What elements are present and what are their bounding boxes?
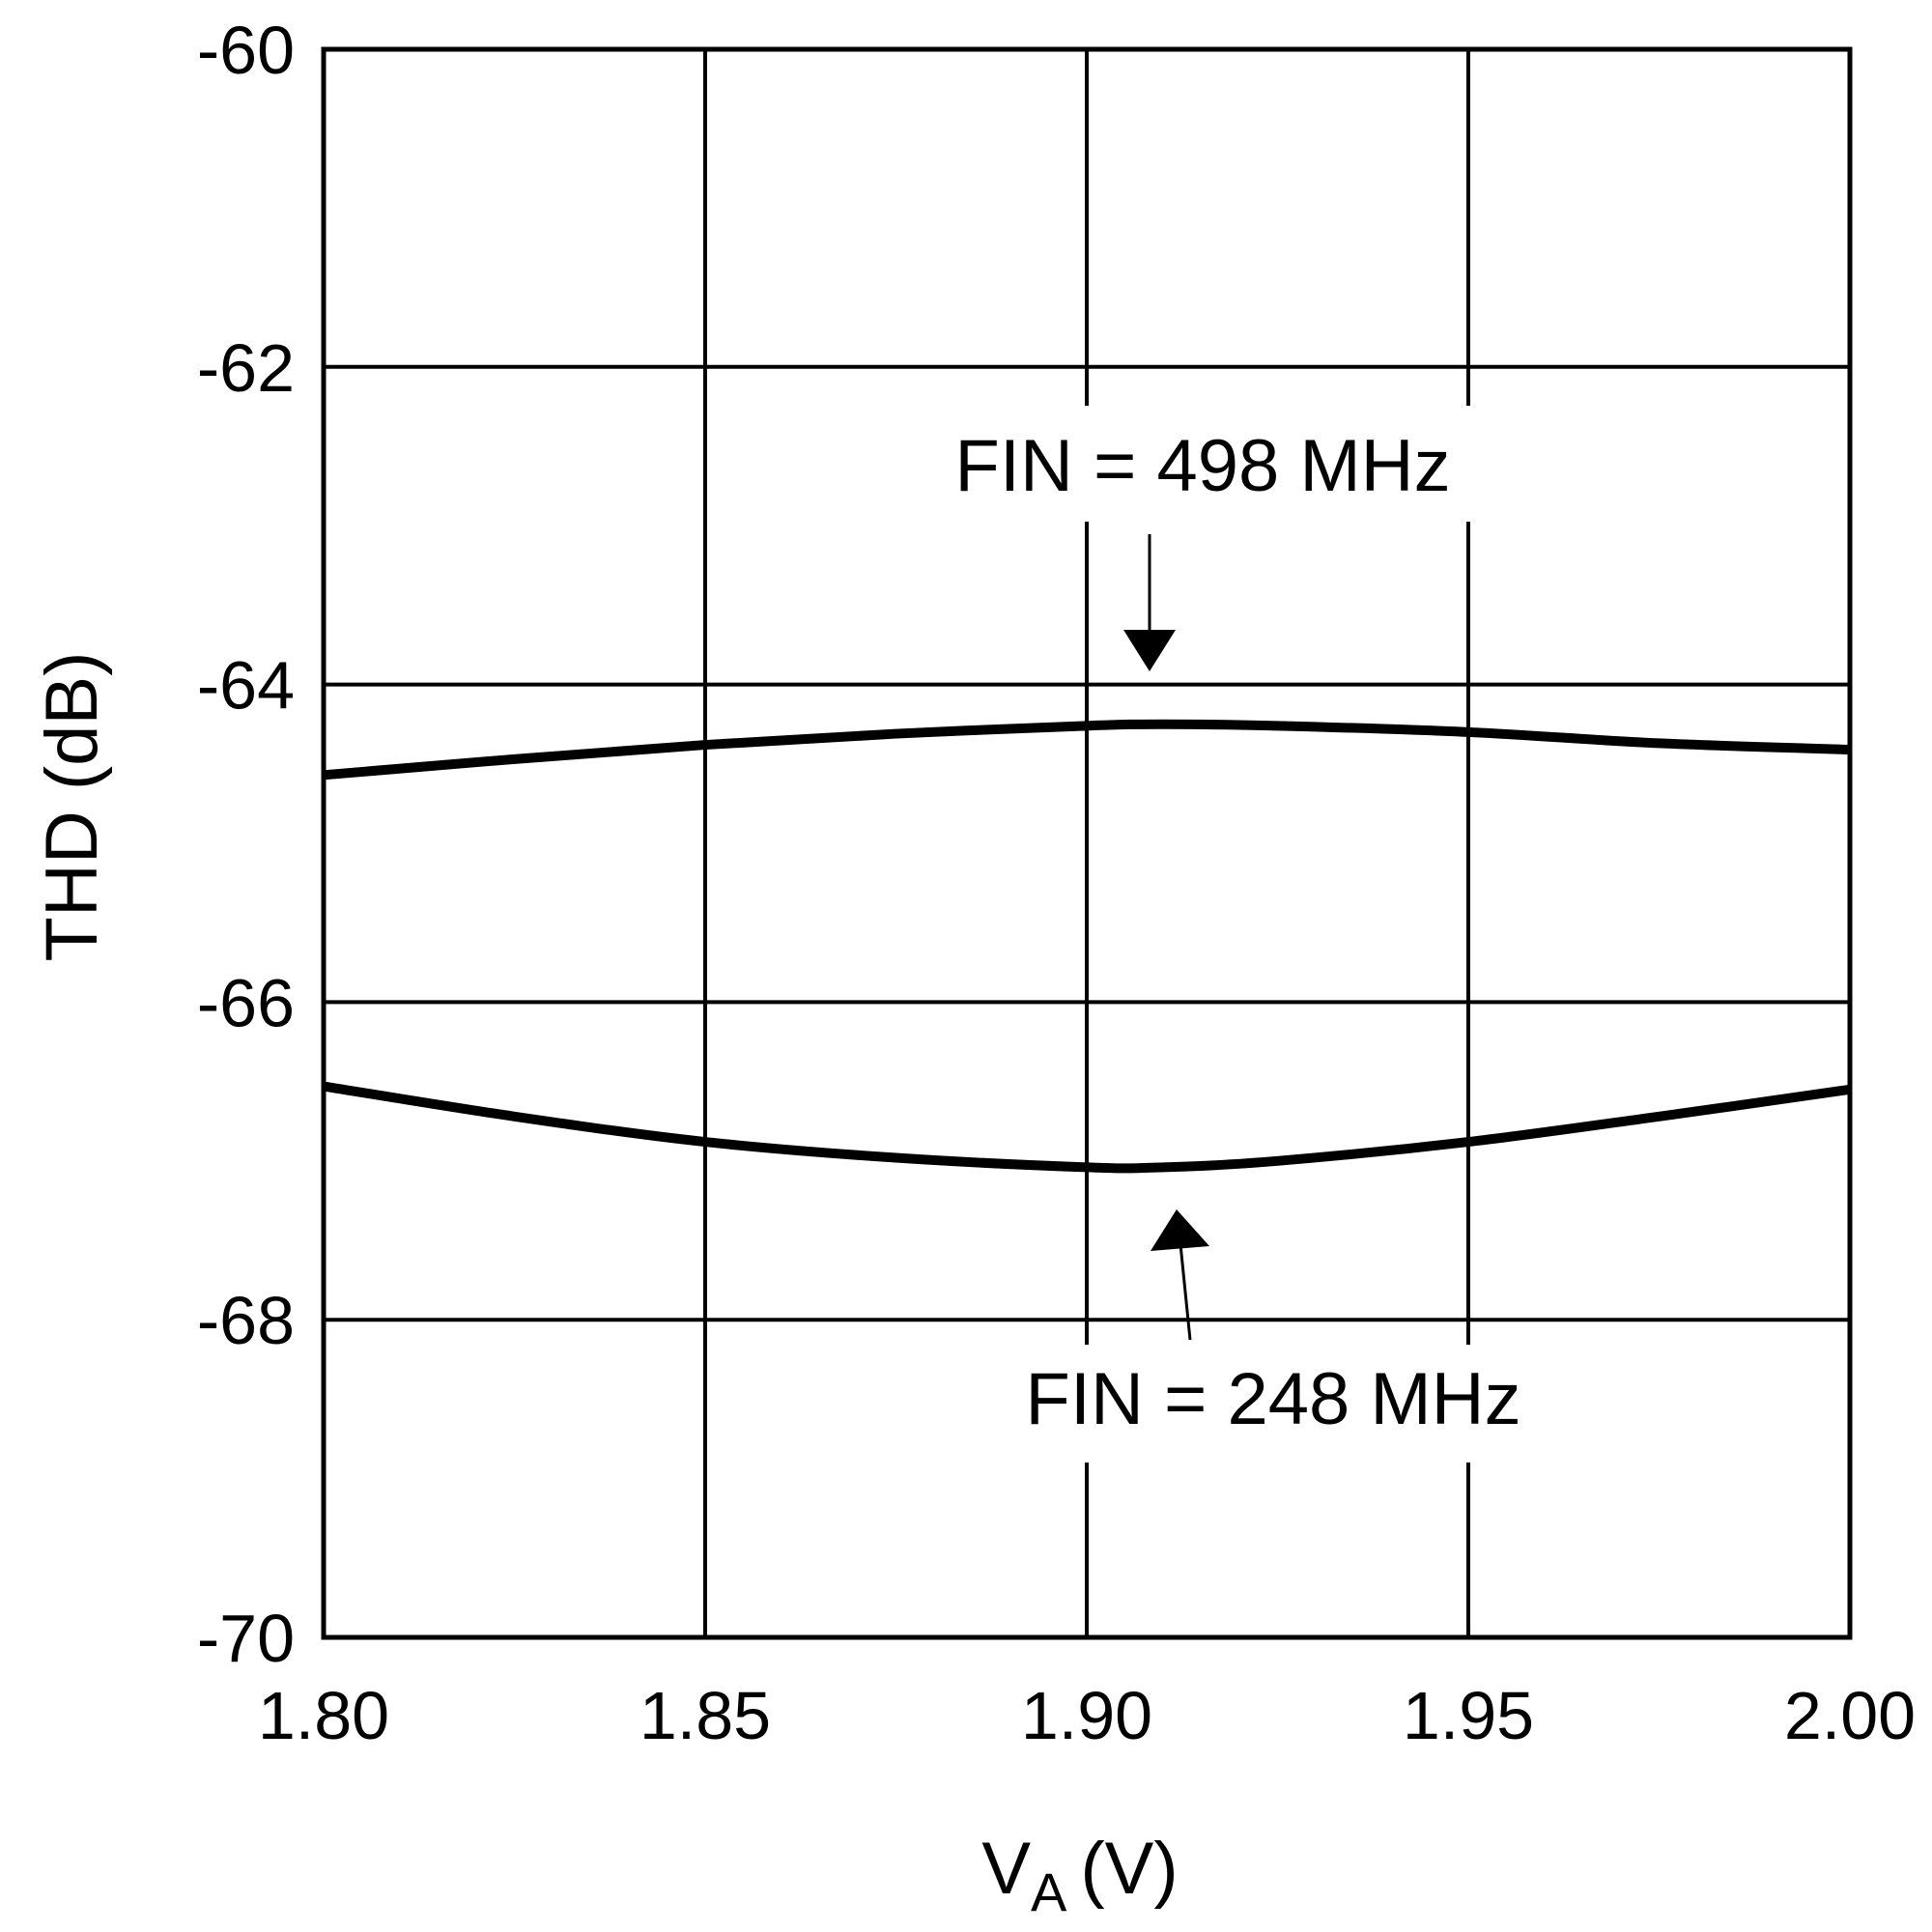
y-tick-label: -68 bbox=[197, 1283, 295, 1358]
annotation-248-label: FIN = 248 MHz bbox=[1025, 1358, 1520, 1440]
series-line-0 bbox=[323, 719, 1851, 781]
x-axis-label-subscript: A bbox=[1031, 1861, 1067, 1922]
x-tick-label: 2.00 bbox=[1784, 1678, 1916, 1753]
x-tick-label: 1.85 bbox=[639, 1678, 771, 1753]
annotation-248-background bbox=[956, 1345, 1594, 1463]
annotations: FIN = 498 MHz FIN = 248 MHz bbox=[894, 406, 1594, 1463]
annotation-498-background bbox=[894, 406, 1512, 522]
tick-labels: 1.80 1.85 1.90 1.95 2.00 -60 -62 -64 -66 -68 -70 bbox=[197, 13, 1916, 1753]
y-tick-label: -60 bbox=[197, 13, 295, 88]
y-tick-label: -70 bbox=[197, 1601, 295, 1676]
y-axis-label: THD (dB) bbox=[31, 652, 113, 962]
y-tick-label: -64 bbox=[197, 648, 295, 724]
x-tick-label: 1.90 bbox=[1021, 1678, 1152, 1753]
x-axis-label-unit: (V) bbox=[1080, 1828, 1178, 1910]
series-layer bbox=[323, 719, 1851, 1174]
plot-frame bbox=[321, 46, 1853, 1640]
x-tick-label: 1.95 bbox=[1403, 1678, 1534, 1753]
x-axis-label-symbol: V bbox=[981, 1828, 1031, 1910]
annotation-498-label: FIN = 498 MHz bbox=[954, 425, 1450, 507]
series-line-1 bbox=[323, 1081, 1851, 1174]
y-tick-label: -62 bbox=[197, 330, 295, 406]
annotation-498-arrow-head bbox=[1123, 630, 1176, 671]
annotation-248-arrow-line bbox=[1179, 1243, 1192, 1341]
x-tick-label: 1.80 bbox=[258, 1678, 389, 1753]
y-tick-label: -66 bbox=[197, 965, 295, 1040]
annotation-248-arrow-head bbox=[1151, 1209, 1209, 1251]
x-axis-label: VA (V) bbox=[981, 1828, 1178, 1922]
